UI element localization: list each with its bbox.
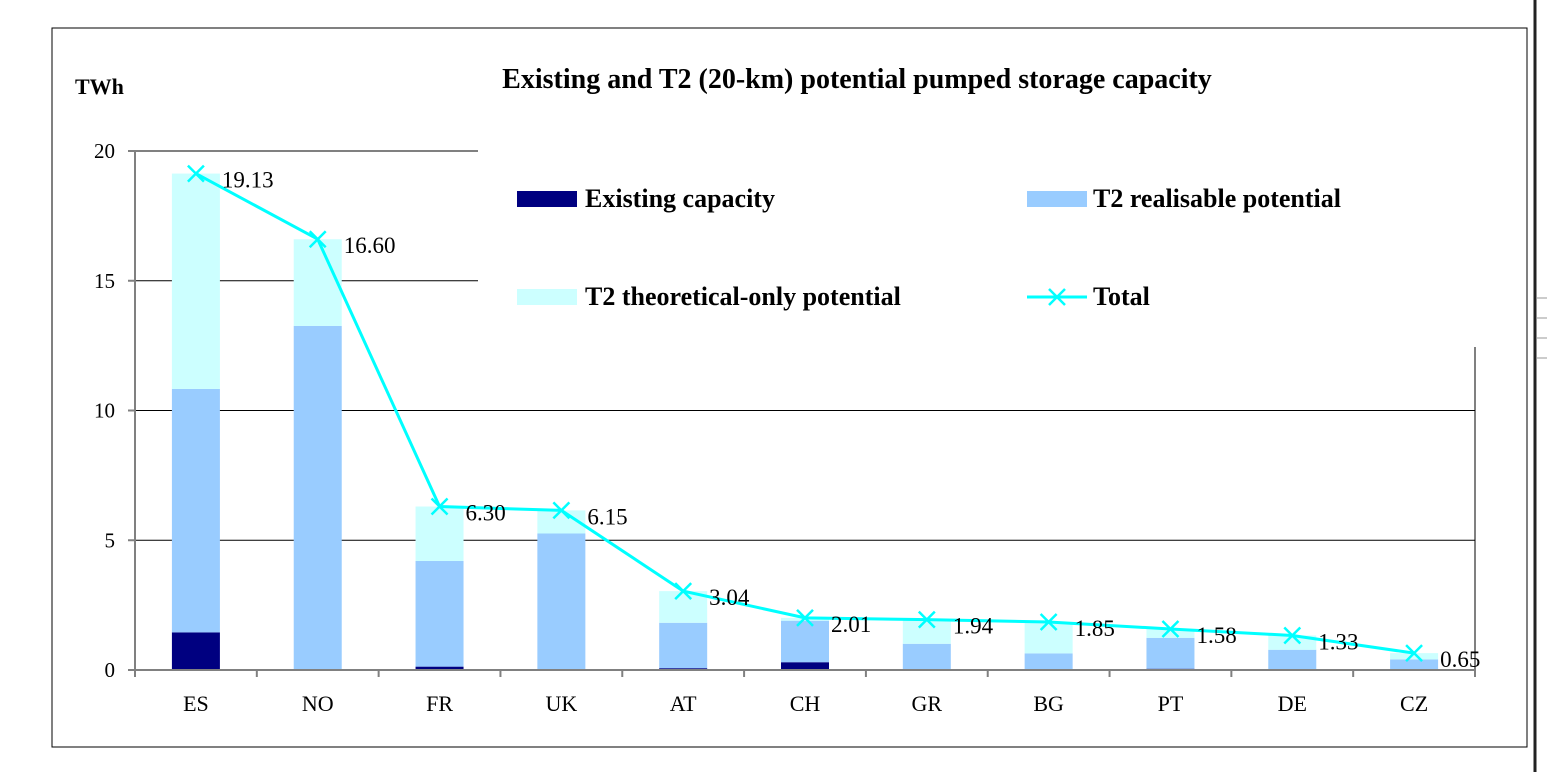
data-label-uk: 6.15	[587, 504, 627, 529]
bar-t2-theoretical-only-potential-pt	[1146, 628, 1195, 638]
legend-label-theoretical: T2 theoretical-only potential	[585, 282, 901, 311]
legend-swatch-realisable	[1027, 191, 1087, 207]
bar-t2-theoretical-only-potential-gr	[902, 619, 951, 644]
x-tick-label-gr: GR	[912, 691, 943, 716]
bar-t2-theoretical-only-potential-de	[1268, 635, 1317, 650]
legend: Existing capacity T2 realisable potentia…	[517, 184, 1341, 311]
y-tick-label: 0	[105, 658, 116, 682]
data-label-bg: 1.85	[1075, 616, 1115, 641]
y-tick-label: 15	[94, 269, 115, 293]
legend-swatch-existing	[517, 191, 577, 207]
total-marker-es	[187, 164, 205, 183]
bar-t2-realisable-potential-es	[171, 388, 220, 633]
data-label-at: 3.04	[709, 585, 750, 610]
bar-t2-theoretical-only-potential-es	[171, 173, 220, 389]
bar-t2-realisable-potential-bg	[1024, 653, 1073, 670]
total-marker-fr	[430, 497, 449, 516]
bar-t2-theoretical-only-potential-fr	[415, 506, 464, 562]
x-tick-label-cz: CZ	[1400, 691, 1428, 716]
data-label-de: 1.33	[1318, 629, 1358, 654]
total-marker-gr	[917, 610, 936, 629]
x-tick-label-ch: CH	[790, 691, 821, 716]
bar-t2-realisable-potential-uk	[537, 533, 586, 670]
legend-label-existing: Existing capacity	[585, 184, 775, 213]
total-marker-no	[308, 230, 327, 249]
chart-title: Existing and T2 (20-km) potential pumped…	[502, 64, 1212, 95]
total-marker-at	[674, 582, 693, 600]
y-tick-label: 20	[94, 139, 115, 163]
bar-t2-realisable-potential-at	[659, 622, 708, 669]
x-tick-label-no: NO	[302, 691, 334, 716]
data-label-ch: 2.01	[831, 612, 871, 637]
bar-existing-capacity-ch	[781, 662, 829, 670]
y-axis-label: TWh	[75, 74, 124, 99]
x-tick-label-pt: PT	[1158, 691, 1184, 716]
x-tick-label-at: AT	[670, 691, 697, 716]
bar-t2-realisable-potential-ch	[781, 620, 829, 663]
total-marker-uk	[552, 501, 571, 520]
bar-t2-realisable-potential-de	[1268, 649, 1317, 670]
x-tick-label-es: ES	[183, 691, 209, 716]
total-marker-de	[1283, 626, 1302, 645]
x-tick-label-de: DE	[1278, 691, 1307, 716]
bar-t2-realisable-potential-gr	[902, 643, 951, 670]
x-tick-label-fr: FR	[426, 691, 453, 716]
bar-t2-realisable-potential-pt	[1146, 637, 1195, 669]
total-marker-bg	[1039, 613, 1058, 631]
data-label-cz: 0.65	[1440, 647, 1480, 672]
total-marker-pt	[1161, 620, 1180, 638]
y-tick-label: 5	[105, 528, 116, 552]
bar-t2-theoretical-only-potential-uk	[537, 510, 586, 534]
x-tick-label-uk: UK	[545, 691, 577, 716]
data-label-pt: 1.58	[1196, 623, 1236, 648]
legend-label-realisable: T2 realisable potential	[1093, 184, 1341, 213]
y-tick-label: 10	[94, 399, 115, 423]
bar-t2-theoretical-only-potential-no	[293, 239, 342, 326]
total-marker-ch	[796, 608, 814, 627]
window-edge	[1530, 0, 1547, 772]
total-marker-cz	[1405, 644, 1423, 663]
bar-t2-realisable-potential-fr	[415, 561, 464, 667]
bar-t2-theoretical-only-potential-cz	[1390, 653, 1439, 660]
data-label-fr: 6.30	[466, 501, 506, 526]
data-label-gr: 1.94	[953, 614, 994, 639]
bar-t2-theoretical-only-potential-bg	[1024, 621, 1073, 654]
legend-label-total: Total	[1093, 282, 1150, 311]
bar-existing-capacity-es	[171, 632, 220, 670]
bar-existing-capacity-fr	[415, 666, 464, 670]
bar-t2-theoretical-only-potential-at	[659, 591, 708, 623]
x-tick-label-bg: BG	[1033, 691, 1064, 716]
legend-total-marker-icon	[1048, 288, 1066, 306]
bar-t2-realisable-potential-no	[293, 325, 342, 670]
data-label-es: 19.13	[222, 168, 274, 193]
bar-t2-realisable-potential-cz	[1390, 659, 1439, 670]
data-label-no: 16.60	[344, 233, 396, 258]
legend-swatch-theoretical	[517, 289, 577, 305]
